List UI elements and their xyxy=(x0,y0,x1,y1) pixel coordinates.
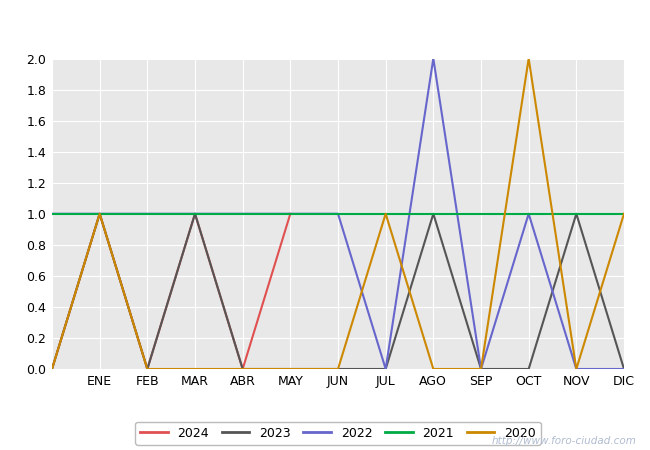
Text: Matriculaciones de Vehiculos en Teresa de Cofrentes: Matriculaciones de Vehiculos en Teresa d… xyxy=(88,10,562,28)
Legend: 2024, 2023, 2022, 2021, 2020: 2024, 2023, 2022, 2021, 2020 xyxy=(135,422,541,445)
Text: http://www.foro-ciudad.com: http://www.foro-ciudad.com xyxy=(492,436,637,446)
